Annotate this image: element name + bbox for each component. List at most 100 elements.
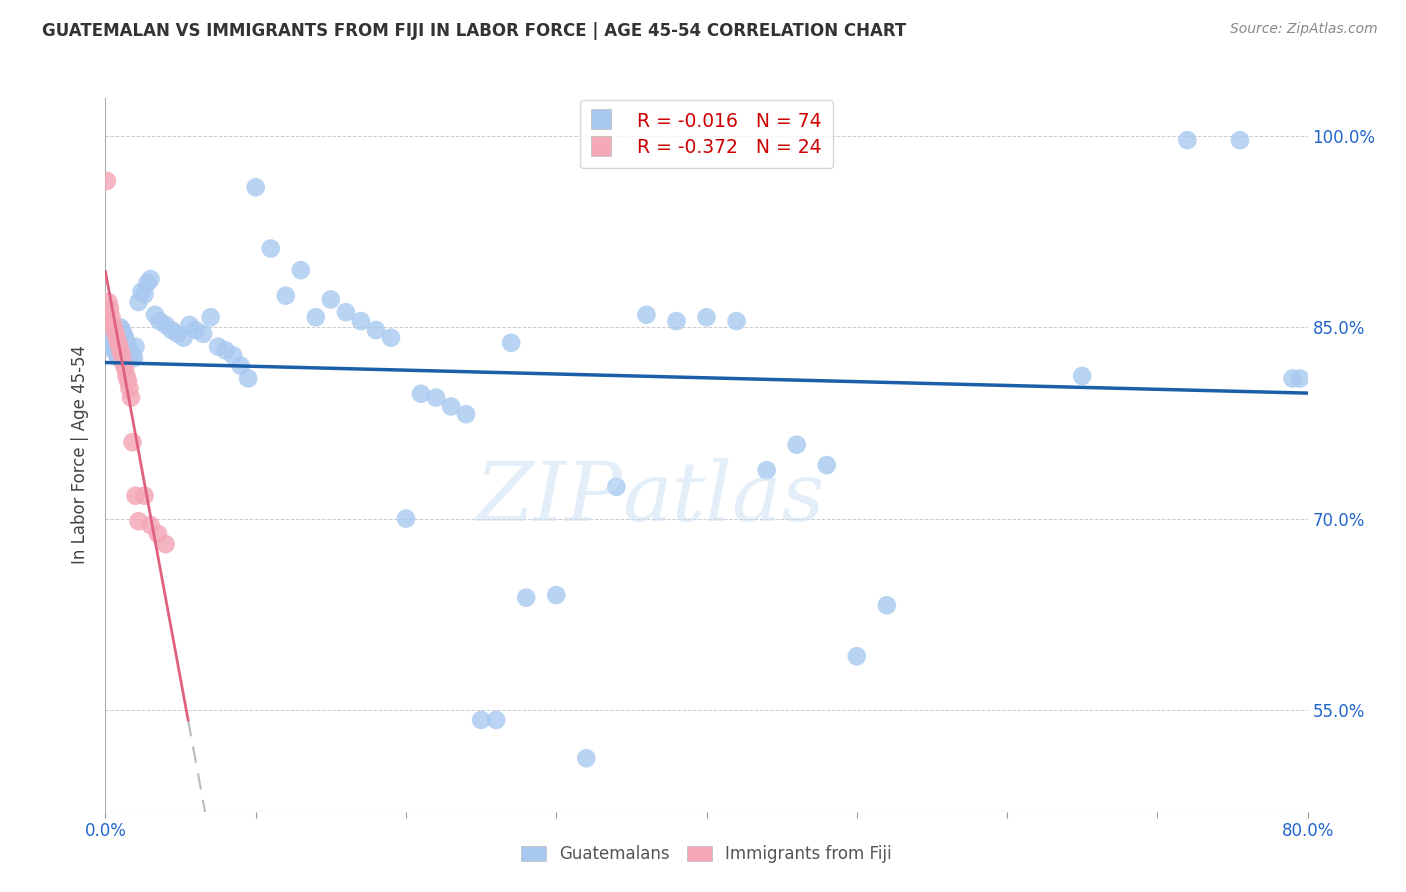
Point bbox=[238, 371, 260, 385]
Point bbox=[305, 310, 328, 325]
Point bbox=[440, 400, 463, 414]
Point bbox=[139, 272, 162, 286]
Point bbox=[148, 314, 170, 328]
Point bbox=[274, 288, 297, 302]
Point bbox=[103, 343, 125, 358]
Text: ZIP: ZIP bbox=[475, 458, 623, 538]
Point bbox=[114, 331, 136, 345]
Point bbox=[101, 340, 124, 354]
Point bbox=[104, 328, 127, 343]
Point bbox=[245, 180, 267, 194]
Point bbox=[146, 527, 169, 541]
Point bbox=[122, 351, 145, 365]
Point bbox=[115, 368, 138, 383]
Point bbox=[207, 340, 229, 354]
Point bbox=[160, 323, 183, 337]
Point bbox=[124, 340, 146, 354]
Point bbox=[335, 305, 357, 319]
Point bbox=[501, 335, 523, 350]
Point bbox=[845, 649, 868, 664]
Point bbox=[1281, 371, 1303, 385]
Point bbox=[605, 480, 627, 494]
Point bbox=[725, 314, 748, 328]
Point bbox=[409, 386, 432, 401]
Point bbox=[380, 331, 402, 345]
Point bbox=[350, 314, 373, 328]
Point bbox=[120, 346, 142, 360]
Point bbox=[876, 599, 898, 613]
Point bbox=[121, 435, 143, 450]
Point bbox=[136, 276, 159, 290]
Point bbox=[1175, 133, 1198, 147]
Point bbox=[364, 323, 387, 337]
Point bbox=[636, 308, 658, 322]
Point bbox=[395, 511, 418, 525]
Point bbox=[229, 359, 252, 373]
Point bbox=[191, 326, 214, 341]
Point bbox=[112, 356, 135, 370]
Point bbox=[118, 382, 141, 396]
Point bbox=[184, 323, 207, 337]
Point bbox=[117, 340, 139, 354]
Point bbox=[696, 310, 718, 325]
Point bbox=[108, 338, 131, 352]
Point bbox=[546, 588, 568, 602]
Point bbox=[454, 407, 477, 421]
Point bbox=[155, 537, 177, 551]
Point bbox=[114, 361, 136, 376]
Point bbox=[108, 351, 131, 365]
Point bbox=[97, 333, 120, 347]
Point bbox=[101, 318, 124, 332]
Point bbox=[120, 391, 142, 405]
Point bbox=[155, 318, 177, 332]
Point bbox=[111, 323, 134, 337]
Point bbox=[173, 331, 195, 345]
Text: GUATEMALAN VS IMMIGRANTS FROM FIJI IN LABOR FORCE | AGE 45-54 CORRELATION CHART: GUATEMALAN VS IMMIGRANTS FROM FIJI IN LA… bbox=[42, 22, 907, 40]
Point bbox=[118, 343, 141, 358]
Point bbox=[222, 349, 245, 363]
Point bbox=[107, 349, 129, 363]
Point bbox=[110, 343, 132, 358]
Point bbox=[96, 174, 118, 188]
Text: Source: ZipAtlas.com: Source: ZipAtlas.com bbox=[1230, 22, 1378, 37]
Point bbox=[166, 326, 188, 341]
Point bbox=[290, 263, 312, 277]
Point bbox=[128, 514, 150, 528]
Point bbox=[515, 591, 537, 605]
Point bbox=[575, 751, 598, 765]
Point bbox=[107, 333, 129, 347]
Point bbox=[104, 346, 127, 360]
Point bbox=[815, 458, 838, 472]
Point bbox=[139, 518, 162, 533]
Point bbox=[98, 301, 121, 316]
Point bbox=[665, 314, 688, 328]
Point bbox=[179, 318, 201, 332]
Point bbox=[1289, 371, 1312, 385]
Point bbox=[485, 713, 508, 727]
Legend: Guatemalans, Immigrants from Fiji: Guatemalans, Immigrants from Fiji bbox=[513, 837, 900, 871]
Point bbox=[319, 293, 342, 307]
Point bbox=[755, 463, 778, 477]
Point bbox=[100, 335, 122, 350]
Point bbox=[425, 391, 447, 405]
Point bbox=[260, 242, 283, 256]
Point bbox=[112, 326, 135, 341]
Text: atlas: atlas bbox=[623, 458, 825, 538]
Point bbox=[134, 287, 156, 301]
Point bbox=[134, 489, 156, 503]
Point bbox=[103, 323, 125, 337]
Point bbox=[143, 308, 166, 322]
Y-axis label: In Labor Force | Age 45-54: In Labor Force | Age 45-54 bbox=[72, 345, 90, 565]
Point bbox=[100, 310, 122, 325]
Point bbox=[128, 295, 150, 310]
Point bbox=[200, 310, 222, 325]
Point bbox=[1071, 368, 1094, 383]
Point bbox=[214, 343, 236, 358]
Point bbox=[1229, 133, 1251, 147]
Point bbox=[786, 438, 808, 452]
Point bbox=[117, 374, 139, 388]
Point bbox=[115, 335, 138, 350]
Point bbox=[470, 713, 492, 727]
Point bbox=[111, 349, 134, 363]
Point bbox=[110, 320, 132, 334]
